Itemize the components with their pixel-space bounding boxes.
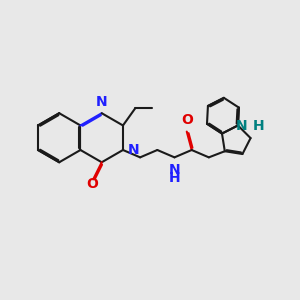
- Text: O: O: [86, 177, 98, 191]
- Text: N: N: [169, 163, 180, 177]
- Text: N: N: [236, 119, 248, 133]
- Text: N: N: [96, 95, 107, 109]
- Text: H: H: [253, 119, 264, 133]
- Text: N: N: [128, 143, 139, 157]
- Text: O: O: [181, 113, 193, 127]
- Text: H: H: [169, 171, 180, 185]
